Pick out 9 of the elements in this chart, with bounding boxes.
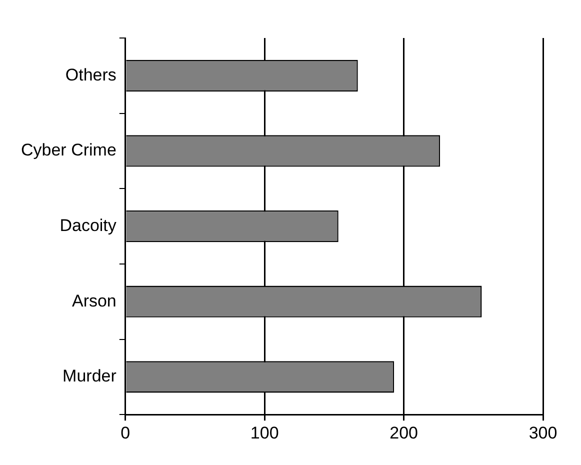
x-tick-label: 0 — [120, 423, 130, 442]
y-tick-label: Murder — [62, 366, 117, 386]
x-tick-label: 200 — [390, 423, 418, 442]
x-tick-label: 300 — [528, 423, 558, 442]
y-tick-label: Others — [65, 65, 116, 84]
y-tick-label: Arson — [72, 291, 116, 310]
y-tick-label: Cyber Crime — [20, 140, 116, 160]
y-tick-label: Dacoity — [60, 216, 117, 235]
x-tick-label: 100 — [250, 423, 279, 442]
